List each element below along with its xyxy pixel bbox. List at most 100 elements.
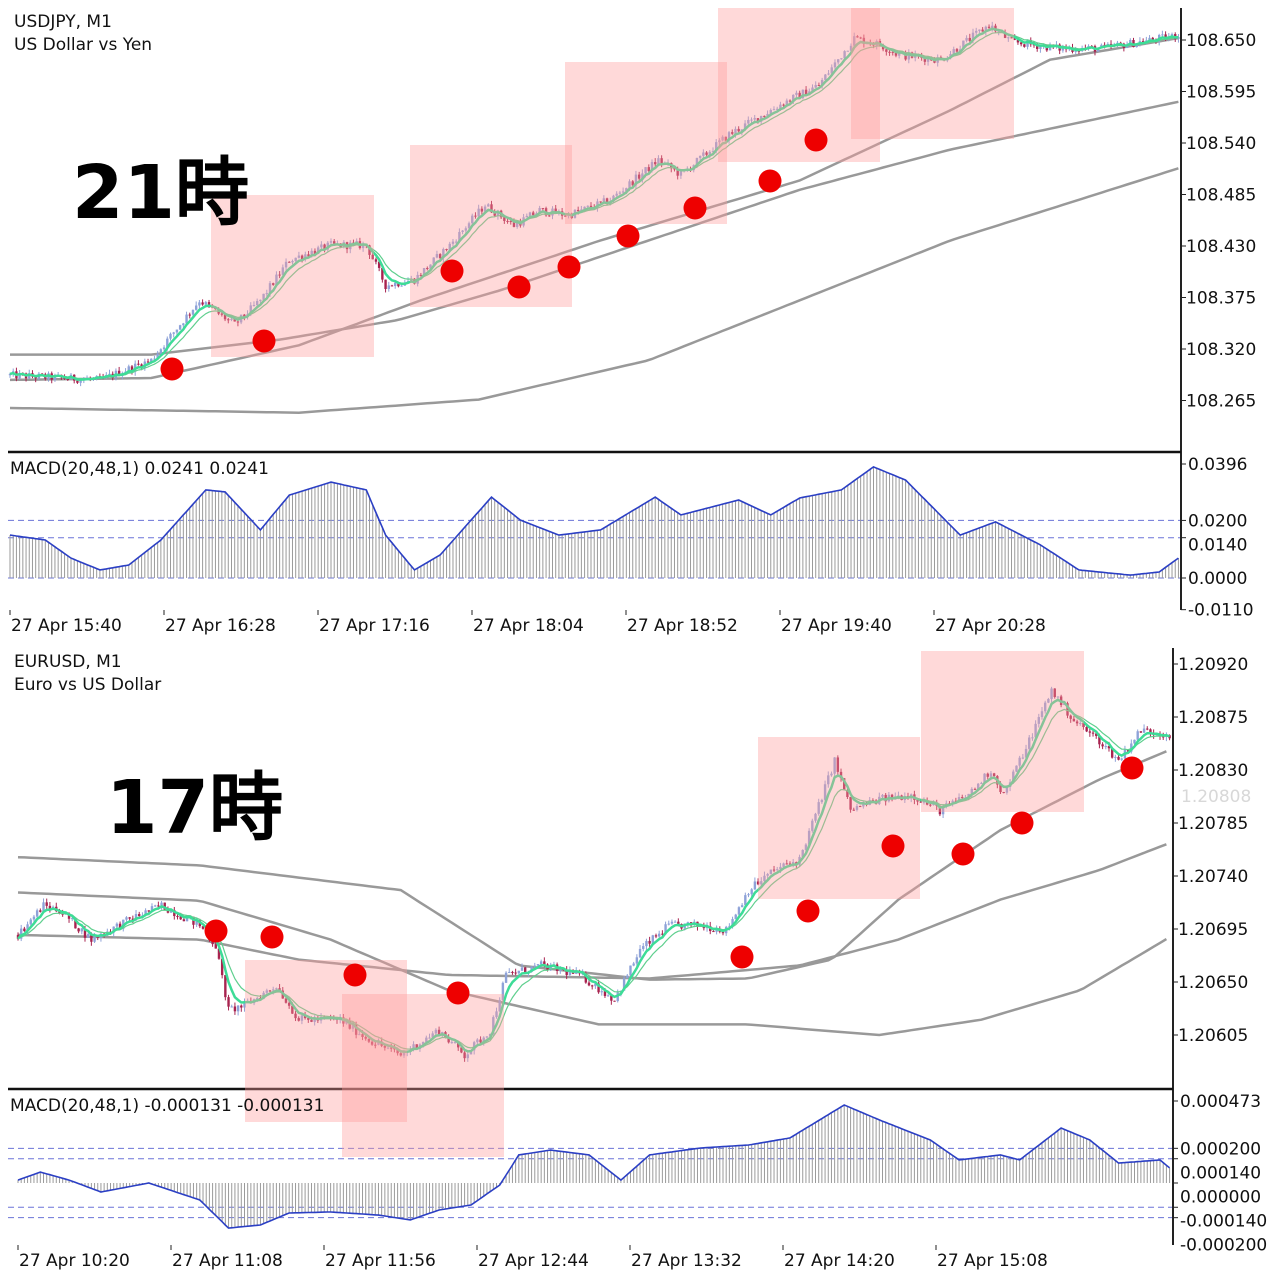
red-dot-marker <box>804 128 828 152</box>
red-dot-marker <box>440 259 464 283</box>
candle <box>647 167 650 172</box>
candle <box>1139 731 1143 733</box>
candle <box>530 966 533 972</box>
candle <box>131 918 135 921</box>
candle <box>520 967 524 971</box>
candle <box>284 998 288 1003</box>
candle <box>410 278 413 282</box>
candle <box>952 49 955 55</box>
red-dot-marker <box>557 255 581 279</box>
candle <box>259 299 262 302</box>
candle <box>466 1054 469 1059</box>
price-tick-label: 1.20875 <box>1178 708 1248 728</box>
candle <box>712 931 715 933</box>
candle <box>642 946 645 949</box>
macd-tick-label: -0.0110 <box>1188 601 1254 621</box>
time-tick-label: 27 Apr 15:08 <box>937 1251 1048 1271</box>
candle <box>1101 744 1104 747</box>
candle <box>750 889 753 895</box>
candle <box>651 935 655 944</box>
candle <box>817 85 821 87</box>
candle <box>509 221 512 223</box>
candle <box>115 923 119 927</box>
red-dot-marker <box>160 357 184 381</box>
candle <box>785 863 788 865</box>
candle <box>422 268 426 276</box>
candle <box>750 119 753 121</box>
candle <box>587 982 591 986</box>
candle <box>1110 748 1114 758</box>
candle <box>1079 723 1082 725</box>
candle <box>498 1000 501 1012</box>
candle <box>677 921 680 924</box>
candle <box>830 67 833 74</box>
macd-tick-label: 0.000473 <box>1180 1092 1261 1112</box>
candle <box>361 243 365 249</box>
candle <box>268 990 272 992</box>
candle <box>469 1050 473 1055</box>
red-dot-marker <box>796 899 820 923</box>
candle <box>606 995 610 997</box>
candle <box>402 1052 406 1056</box>
candle <box>457 1041 460 1048</box>
candle <box>1075 721 1079 724</box>
candle <box>782 863 785 867</box>
red-dot-marker <box>730 945 754 969</box>
candle <box>929 804 932 806</box>
candle <box>740 905 744 908</box>
candle <box>756 118 760 122</box>
candle <box>201 302 204 305</box>
candle <box>970 788 974 794</box>
moving-average-line <box>9 167 1179 414</box>
highlight-box <box>410 145 572 307</box>
price-tick-label: 108.540 <box>1186 134 1256 154</box>
candle <box>134 914 138 921</box>
macd-label-top: MACD(20,48,1) 0.0241 0.0241 <box>10 459 269 479</box>
candle <box>176 916 179 918</box>
candle <box>622 978 626 991</box>
candle <box>397 282 400 287</box>
time-tick-label: 27 Apr 19:40 <box>781 616 892 636</box>
candle <box>18 373 21 379</box>
candle <box>1047 699 1050 703</box>
candle <box>297 255 301 258</box>
candle <box>127 366 130 372</box>
candle <box>1028 737 1031 749</box>
red-dot-marker <box>616 224 640 248</box>
candle <box>291 1005 294 1014</box>
candle <box>482 1037 485 1043</box>
candle <box>506 220 509 222</box>
candle <box>615 193 618 196</box>
candle <box>532 212 535 216</box>
price-tick-label: 1.20695 <box>1178 920 1248 940</box>
candle <box>501 982 505 1001</box>
candle <box>1104 746 1107 748</box>
macd-signal-line <box>17 1104 1171 1229</box>
candle <box>1053 688 1056 698</box>
highlight-box <box>245 960 407 1122</box>
macd-tick-label: -0.000200 <box>1180 1235 1267 1255</box>
candle <box>779 104 782 109</box>
candle <box>45 902 48 906</box>
candle <box>919 801 922 803</box>
candle <box>541 208 545 210</box>
candle <box>1018 757 1021 766</box>
candle <box>278 988 281 991</box>
candle <box>351 1024 355 1029</box>
candle <box>1012 771 1015 783</box>
candle <box>288 261 291 263</box>
candle <box>737 128 740 132</box>
candle <box>272 989 275 991</box>
candle <box>1016 39 1020 43</box>
macd-signal-line <box>9 465 1179 576</box>
candle <box>39 910 42 912</box>
candle <box>178 325 182 330</box>
candle <box>364 1036 367 1039</box>
candle <box>1043 702 1047 712</box>
candle <box>890 794 894 800</box>
candle <box>294 1013 297 1019</box>
candle <box>856 36 859 38</box>
candle <box>951 800 954 804</box>
candle <box>862 803 865 807</box>
